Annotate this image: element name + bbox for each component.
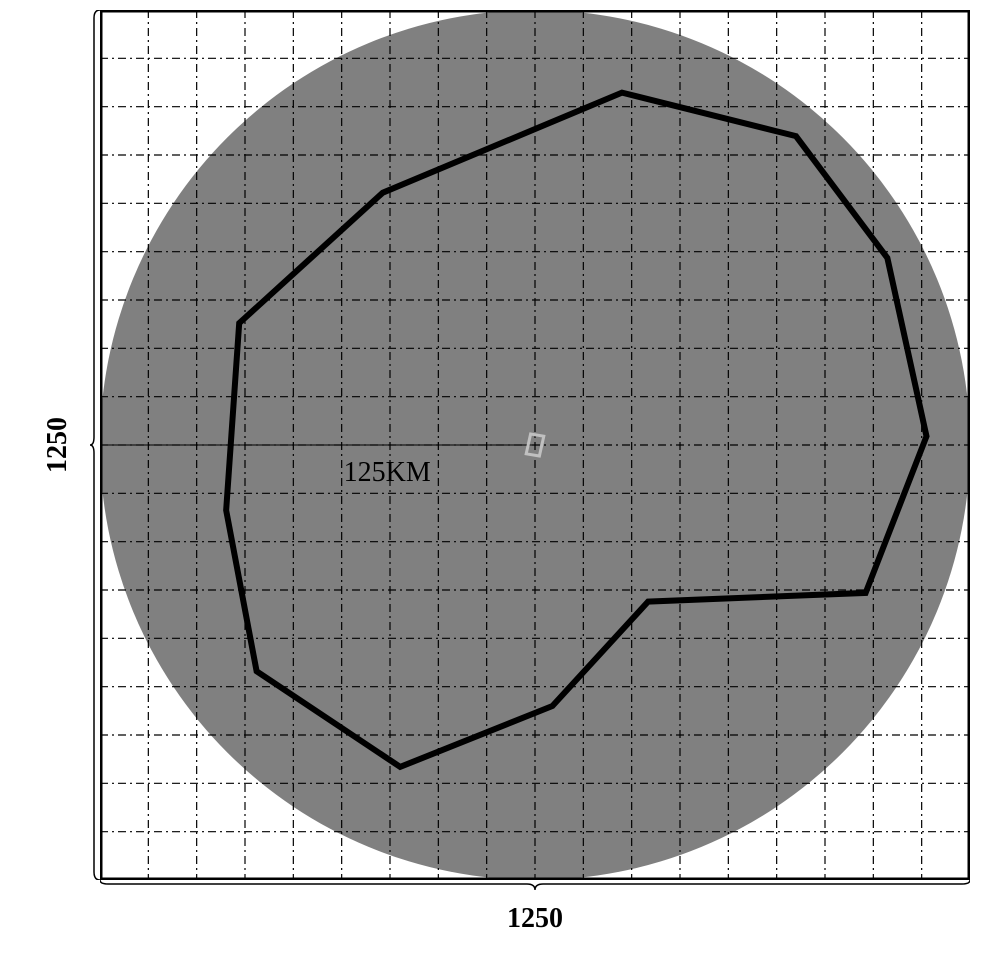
bottom-bracket xyxy=(100,880,970,890)
left-bracket xyxy=(90,10,100,880)
bottom-axis-label: 1250 xyxy=(507,903,563,935)
diagram-container: 1250 125KM 1250 xyxy=(60,10,980,960)
left-axis-label: 1250 xyxy=(42,417,74,473)
diagram-svg xyxy=(100,10,970,880)
radius-label: 125KM xyxy=(344,457,431,489)
plot-area: 125KM 1250 xyxy=(100,10,970,880)
